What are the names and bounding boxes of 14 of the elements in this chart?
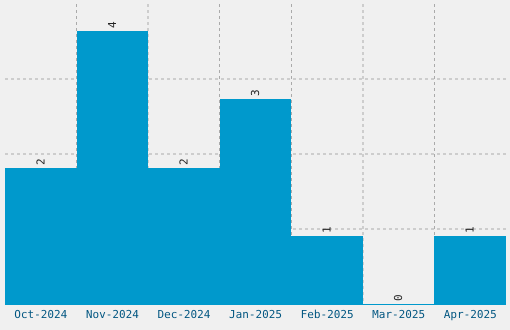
data-label: 2 bbox=[178, 158, 190, 165]
data-label: 1 bbox=[320, 226, 334, 233]
data-label: 0 bbox=[392, 294, 405, 301]
x-tick-label: Dec-2024 bbox=[157, 308, 211, 322]
x-tick-label: Apr-2025 bbox=[444, 308, 497, 322]
data-label: 3 bbox=[249, 89, 262, 96]
data-label: 4 bbox=[106, 21, 119, 28]
x-tick-label: Oct-2024 bbox=[14, 308, 68, 322]
x-tick-label: Feb-2025 bbox=[300, 308, 354, 322]
x-tick-label: Nov-2024 bbox=[86, 308, 140, 322]
data-label: 2 bbox=[34, 158, 48, 165]
x-tick-label: Mar-2025 bbox=[372, 308, 426, 322]
x-tick-label: Jan-2025 bbox=[229, 308, 282, 322]
data-label: 1 bbox=[464, 226, 476, 233]
